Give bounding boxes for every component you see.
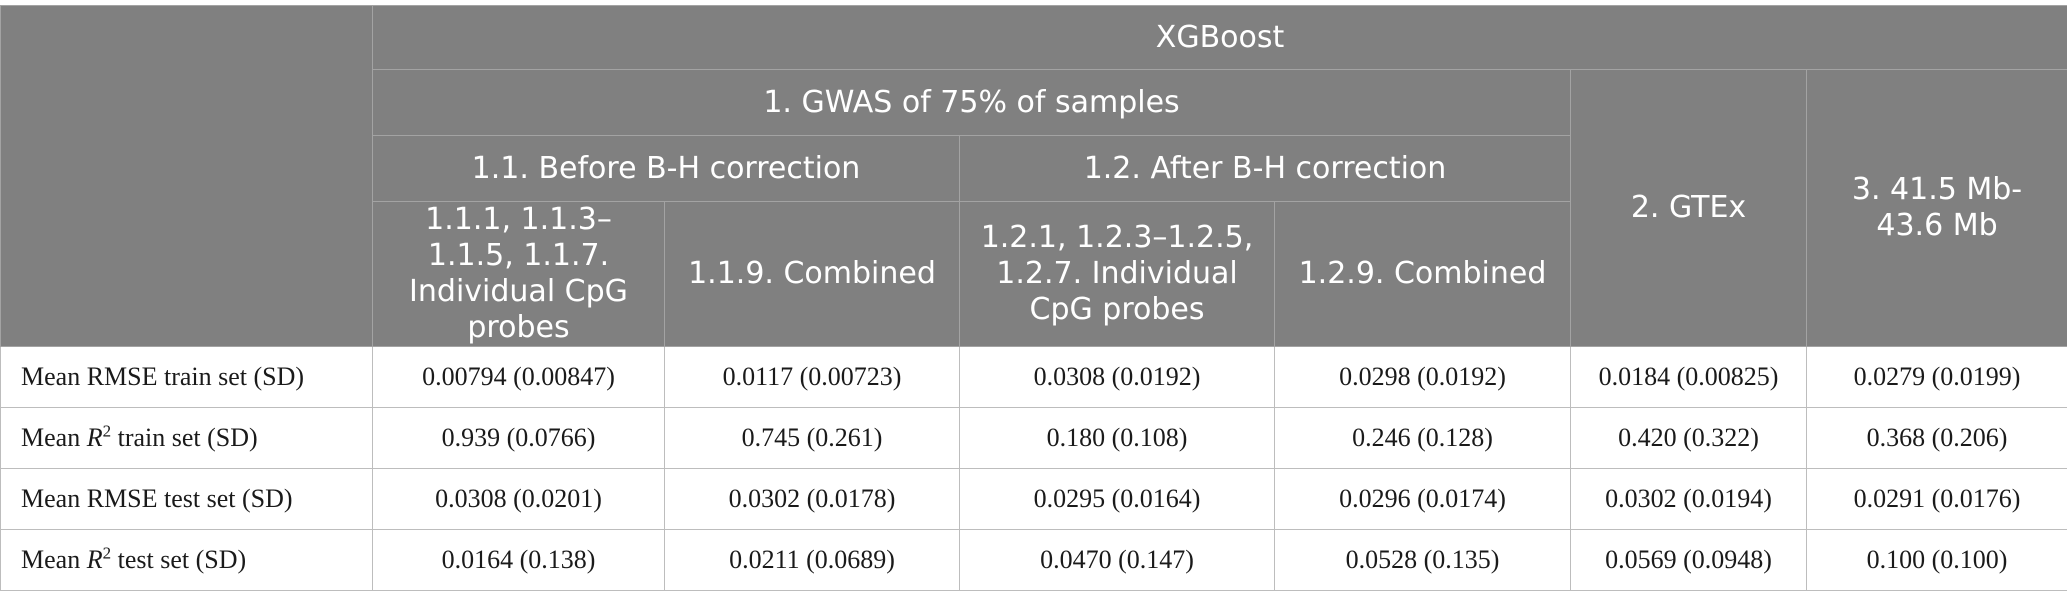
header-group-before: 1.1. Before B-H correction	[372, 135, 960, 202]
table-cell: 0.0211 (0.0689)	[664, 529, 960, 591]
table-cell: 0.0470 (0.147)	[959, 529, 1275, 591]
table-row: Mean R2 train set (SD) 0.939 (0.0766) 0.…	[0, 407, 2067, 469]
table-cell: 0.00794 (0.00847)	[372, 346, 665, 408]
table-cell: 0.0308 (0.0192)	[959, 346, 1275, 408]
table-cell: 0.420 (0.322)	[1570, 407, 1807, 469]
header-col-gtex: 2. GTEx	[1570, 69, 1807, 347]
row-label: Mean RMSE test set (SD)	[0, 468, 373, 530]
table-cell: 0.100 (0.100)	[1805, 529, 2067, 591]
table-cell: 0.745 (0.261)	[664, 407, 960, 469]
table-cell: 0.0279 (0.0199)	[1805, 346, 2067, 408]
header-model: XGBoost	[371, 5, 2067, 70]
header-row-groups: 1. GWAS of 75% of samples 2. GTEx 3. 41.…	[1, 69, 2067, 347]
row-label: Mean R2 test set (SD)	[0, 529, 373, 591]
header-col-individual-after: 1.2.1, 1.2.3–1.2.5, 1.2.7. Individual Cp…	[959, 201, 1275, 347]
header-col-combined-before: 1.1.9. Combined	[664, 201, 960, 347]
table-cell: 0.0308 (0.0201)	[372, 468, 665, 530]
table-row: Mean RMSE test set (SD) 0.0308 (0.0201) …	[0, 468, 2067, 530]
row-label: Mean R2 train set (SD)	[0, 407, 373, 469]
header-row-columns: 1.1.1, 1.1.3–1.1.5, 1.1.7. Individual Cp…	[1, 201, 2067, 347]
header-corner-cell	[0, 5, 373, 347]
table-cell: 0.0298 (0.0192)	[1274, 346, 1571, 408]
xgboost-results-table: XGBoost 1. GWAS of 75% of samples 2. GTE…	[0, 5, 2067, 591]
table-cell: 0.0164 (0.138)	[372, 529, 665, 591]
table-cell: 0.368 (0.206)	[1805, 407, 2067, 469]
header-group-gwas: 1. GWAS of 75% of samples	[372, 69, 1571, 136]
header-row-model: XGBoost	[0, 5, 2067, 347]
table-cell: 0.0291 (0.0176)	[1805, 468, 2067, 530]
table-cell: 0.0302 (0.0194)	[1570, 468, 1807, 530]
header-col-region: 3. 41.5 Mb-43.6 Mb	[1805, 69, 2067, 347]
header-group-after: 1.2. After B-H correction	[959, 135, 1571, 202]
table-cell: 0.0569 (0.0948)	[1570, 529, 1807, 591]
table-cell: 0.0295 (0.0164)	[959, 468, 1275, 530]
table-cell: 0.0528 (0.135)	[1274, 529, 1571, 591]
header-col-combined-after: 1.2.9. Combined	[1274, 201, 1571, 347]
table-cell: 0.939 (0.0766)	[372, 407, 665, 469]
header-col-individual-before: 1.1.1, 1.1.3–1.1.5, 1.1.7. Individual Cp…	[372, 201, 665, 347]
table-cell: 0.246 (0.128)	[1274, 407, 1571, 469]
row-label: Mean RMSE train set (SD)	[0, 346, 373, 408]
table-row: Mean R2 test set (SD) 0.0164 (0.138) 0.0…	[0, 529, 2067, 591]
table-cell: 0.180 (0.108)	[959, 407, 1275, 469]
table-cell: 0.0296 (0.0174)	[1274, 468, 1571, 530]
table-cell: 0.0117 (0.00723)	[664, 346, 960, 408]
table-row: Mean RMSE train set (SD) 0.00794 (0.0084…	[0, 346, 2067, 408]
table-cell: 0.0184 (0.00825)	[1570, 346, 1807, 408]
table-cell: 0.0302 (0.0178)	[664, 468, 960, 530]
